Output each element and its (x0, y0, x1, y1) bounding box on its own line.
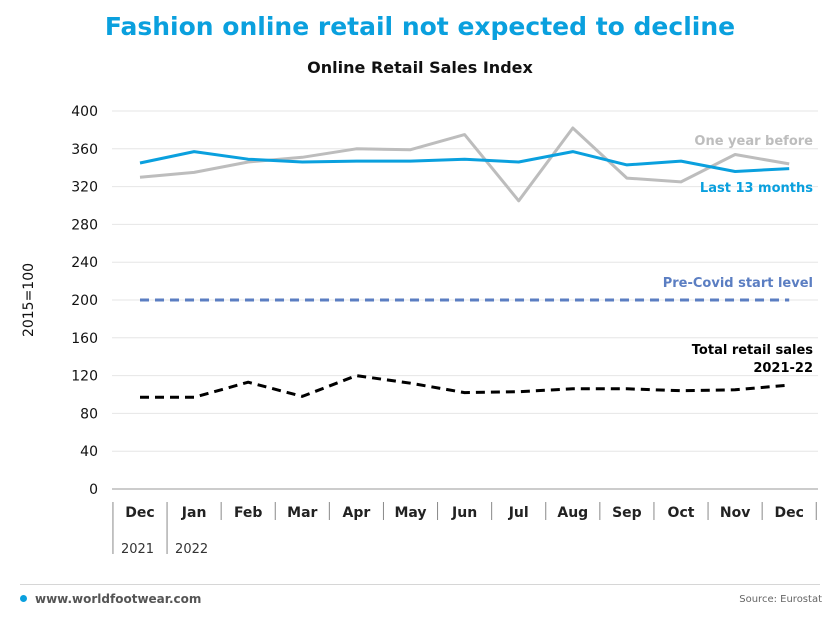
x-tick-label: Jan (181, 505, 207, 521)
footer-website[interactable]: www.worldfootwear.com (20, 592, 201, 606)
x-tick-label: Oct (668, 505, 695, 521)
series-labels: One year before Last 13 months Pre-Covid s… (663, 134, 814, 376)
year-label: 2021 (121, 542, 154, 557)
series-label: Last 13 months (700, 181, 813, 196)
y-axis-title: 2015=100 (21, 263, 37, 337)
line-chart: 0 40 80 120 160 200 240 280 320 360 400 2015=100 Dec… (21, 104, 818, 557)
series-line-0 (139, 126, 790, 203)
bullet-dot-icon (20, 595, 27, 602)
x-tick-label: Sep (612, 505, 642, 521)
y-tick-label: 240 (71, 255, 98, 271)
y-tick-label: 280 (71, 217, 98, 233)
series-line-1 (139, 150, 790, 173)
axes: 0 40 80 120 160 200 240 280 320 360 400 2015=100 Dec… (21, 104, 817, 557)
x-tick-label: Dec (125, 505, 154, 521)
x-tick-label: Nov (720, 505, 750, 521)
footer-source: Source: Eurostat (739, 594, 822, 605)
x-tick-label: Jul (508, 505, 529, 521)
chart-title: Online Retail Sales Index (307, 58, 533, 77)
series-label: Pre-Covid start level (663, 276, 813, 291)
footer-divider (20, 584, 820, 585)
y-tick-label: 120 (71, 369, 98, 385)
y-tick-label: 400 (71, 104, 98, 120)
x-tick-label: Feb (234, 505, 263, 521)
series-label: 2021-22 (753, 361, 813, 376)
y-tick-label: 40 (80, 444, 98, 460)
y-tick-label: 0 (89, 482, 98, 498)
series-line-3 (140, 374, 790, 399)
x-tick-label: Jun (451, 505, 477, 521)
series-label: One year before (694, 134, 813, 149)
chart-headline: Fashion online retail not expected to de… (104, 12, 736, 41)
y-tick-label: 360 (71, 142, 98, 158)
year-label: 2022 (175, 542, 208, 557)
y-tick-label: 160 (71, 331, 98, 347)
y-tick-label: 80 (80, 406, 98, 422)
series-label: Total retail sales (692, 343, 813, 358)
x-tick-label: Mar (287, 505, 317, 521)
series-lines (139, 126, 790, 399)
y-tick-label: 200 (71, 293, 98, 309)
x-tick-label: Apr (343, 505, 371, 521)
y-tick-label: 320 (71, 180, 98, 196)
x-tick-label: May (394, 505, 426, 521)
x-tick-label: Aug (557, 505, 588, 521)
gridlines (112, 110, 818, 490)
website-link-text: www.worldfootwear.com (35, 592, 202, 606)
x-tick-label: Dec (774, 505, 803, 521)
